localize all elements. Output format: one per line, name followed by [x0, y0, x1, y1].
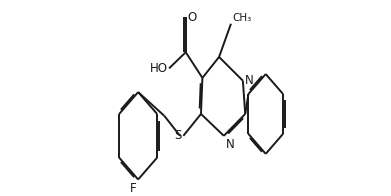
Text: S: S [174, 129, 182, 142]
Text: N: N [245, 74, 254, 87]
Text: N: N [226, 138, 235, 151]
Text: F: F [130, 182, 136, 195]
Text: HO: HO [150, 62, 168, 75]
Text: O: O [187, 11, 197, 24]
Text: CH₃: CH₃ [232, 13, 251, 23]
